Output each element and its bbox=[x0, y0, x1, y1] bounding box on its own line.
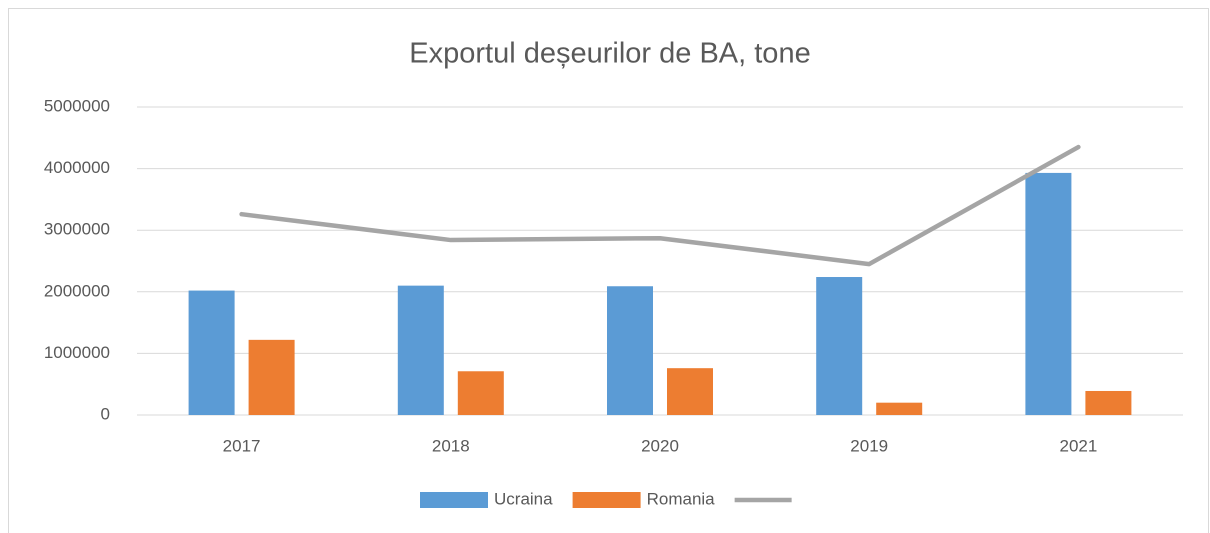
legend-swatch bbox=[572, 492, 641, 508]
x-tick-label: 2020 bbox=[641, 436, 679, 455]
line-series bbox=[239, 144, 1081, 267]
y-tick-label: 2000000 bbox=[44, 281, 110, 300]
chart-frame bbox=[8, 8, 1209, 533]
bar bbox=[667, 368, 713, 415]
legend-label: Ucraina bbox=[494, 489, 553, 508]
bar bbox=[188, 290, 235, 415]
y-tick-label: 1000000 bbox=[44, 343, 110, 362]
bar bbox=[876, 402, 923, 415]
bar bbox=[1085, 390, 1132, 415]
x-tick-label: 2017 bbox=[223, 436, 261, 455]
x-tick-label: 2018 bbox=[432, 436, 470, 455]
x-tick-label: 2019 bbox=[850, 436, 888, 455]
bar bbox=[816, 277, 863, 415]
y-tick-label: 5000000 bbox=[44, 96, 110, 115]
y-tick-label: 4000000 bbox=[44, 158, 110, 177]
x-tick-label: 2021 bbox=[1059, 436, 1097, 455]
bar bbox=[1025, 172, 1072, 415]
legend-swatch bbox=[420, 492, 488, 508]
chart-title: Exportul deșeurilor de BA, tone bbox=[409, 38, 810, 70]
y-tick-label: 3000000 bbox=[44, 220, 110, 239]
legend-label: Romania bbox=[647, 489, 716, 508]
bar bbox=[397, 285, 444, 415]
y-tick-label: 0 bbox=[101, 404, 110, 423]
bar bbox=[607, 286, 653, 415]
bar bbox=[248, 339, 295, 415]
bar bbox=[457, 371, 504, 415]
